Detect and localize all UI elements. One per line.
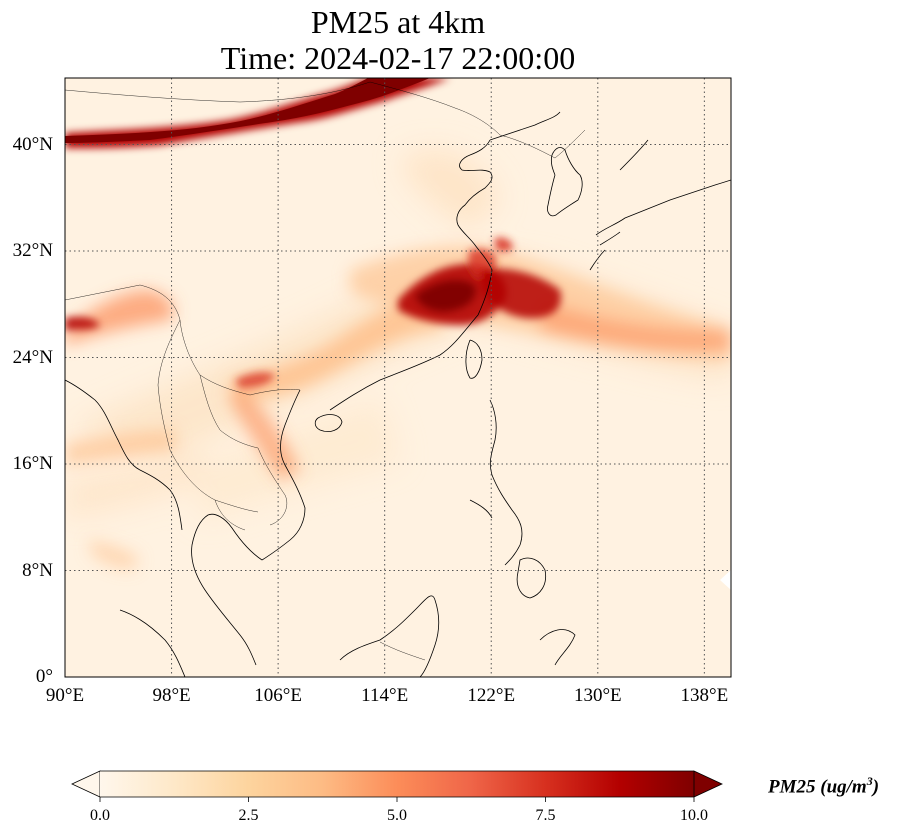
coastlines xyxy=(65,111,731,677)
map-timestamp: Time: 2024-02-17 22:00:00 xyxy=(220,40,576,76)
lat-tick-label: 32°N xyxy=(12,240,53,262)
lon-tick-label: 106°E xyxy=(254,685,302,706)
map-plot-area xyxy=(65,78,731,677)
colorbar-tick-label: 5.0 xyxy=(387,807,407,824)
pm25-northern-band xyxy=(65,78,450,148)
lon-tick-label: 98°E xyxy=(152,685,191,706)
lon-tick-label: 114°E xyxy=(361,685,409,706)
colorbar-tick-label: 10.0 xyxy=(680,807,708,824)
lat-tick-label: 24°N xyxy=(12,346,53,368)
map-frame xyxy=(64,77,732,678)
lat-tick-label: 0° xyxy=(35,666,53,687)
lon-tick-label: 90°E xyxy=(45,685,85,706)
lon-tick-label: 138°E xyxy=(680,685,729,706)
map-title: PM25 at 4km xyxy=(310,4,486,40)
colorbar-max-arrow xyxy=(693,770,723,798)
lat-tick-label: 16°N xyxy=(12,453,53,475)
lat-tick-label: 8°N xyxy=(22,559,53,581)
pm25-field-high xyxy=(65,237,561,388)
colorbar-label: PM25 (ug/m3) xyxy=(768,774,880,798)
colorbar-tick-label: 2.5 xyxy=(238,807,259,824)
colorbar-min-arrow xyxy=(71,770,101,798)
colorbar xyxy=(71,770,723,802)
country-borders xyxy=(65,81,586,661)
lat-tick-label: 40°N xyxy=(12,133,53,155)
colorbar-tick-label: 7.5 xyxy=(535,807,556,824)
colorbar-gradient xyxy=(100,771,694,797)
gridlines xyxy=(65,78,731,677)
lon-tick-label: 130°E xyxy=(573,685,622,706)
lon-tick-label: 122°E xyxy=(467,685,516,706)
colorbar-tick-label: 0.0 xyxy=(90,807,110,824)
